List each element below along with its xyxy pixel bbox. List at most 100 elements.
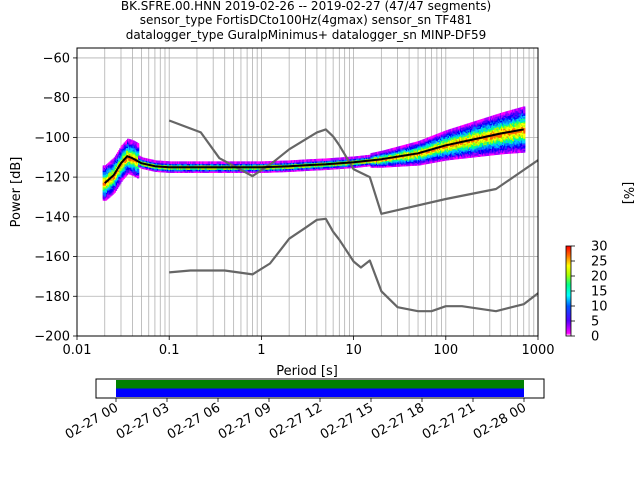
psd-density-cell [478, 140, 482, 144]
psd-density-cell [434, 148, 437, 152]
psd-density-cell [464, 134, 467, 138]
psd-density-cell [304, 165, 307, 169]
psd-density-cell [194, 164, 197, 167]
psd-density-cell [119, 167, 122, 170]
psd-density-cell [166, 162, 170, 166]
psd-density-cell [471, 148, 474, 151]
psd-density-cell [479, 152, 483, 156]
psd-density-cell [431, 141, 434, 144]
psd-density-cell [163, 169, 166, 173]
psd-density-cell [132, 150, 135, 153]
psd-density-cell [134, 169, 137, 172]
psd-density-cell [452, 157, 455, 160]
psd-density-cell [160, 168, 163, 171]
psd-density-cell [120, 165, 123, 169]
psd-density-cell [120, 176, 123, 180]
psd-density-cell [476, 147, 479, 151]
psd-density-cell [389, 152, 392, 156]
psd-density-cell [123, 168, 126, 171]
psd-density-cell [114, 165, 118, 168]
psd-density-cell [504, 120, 507, 124]
psd-density-cell [420, 140, 423, 143]
psd-density-cell [482, 130, 485, 134]
psd-density-cell [172, 162, 175, 166]
psd-density-cell [203, 164, 206, 167]
psd-density-cell [356, 157, 359, 161]
psd-density-cell [484, 132, 487, 136]
psd-density-cell [481, 124, 484, 127]
psd-density-cell [489, 145, 493, 148]
psd-density-cell [502, 122, 505, 126]
psd-density-cell [393, 150, 396, 153]
psd-density-cell [102, 172, 105, 175]
psd-density-cell [206, 170, 209, 173]
psd-density-cell [306, 162, 309, 165]
psd-density-cell [298, 161, 301, 164]
psd-density-cell [394, 151, 397, 155]
psd-density-cell [106, 169, 109, 173]
psd-density-cell [171, 161, 174, 165]
psd-density-cell [456, 126, 459, 130]
psd-density-cell [296, 165, 299, 169]
psd-density-cell [430, 149, 433, 153]
psd-density-cell [473, 147, 476, 151]
psd-density-cell [229, 168, 233, 172]
psd-density-cell [237, 164, 240, 167]
psd-density-cell [507, 149, 510, 153]
psd-density-cell [470, 145, 473, 149]
psd-density-cell [441, 149, 444, 152]
psd-density-cell [380, 159, 383, 163]
psd-density-cell [388, 159, 391, 163]
psd-density-cell [311, 166, 315, 170]
psd-density-cell [278, 169, 281, 173]
psd-density-cell [149, 166, 152, 170]
psd-density-cell [403, 147, 406, 151]
psd-density-cell [221, 168, 224, 172]
psd-density-cell [484, 130, 487, 133]
psd-density-cell [452, 128, 455, 131]
psd-density-cell [158, 162, 161, 165]
psd-density-cell [274, 162, 277, 166]
psd-density-cell [293, 166, 296, 169]
psd-density-cell [502, 121, 505, 125]
psd-density-cell [512, 121, 515, 125]
psd-density-cell [405, 149, 409, 153]
psd-density-cell [118, 177, 121, 180]
psd-density-cell [503, 113, 506, 116]
psd-density-cell [113, 179, 116, 182]
psd-density-cell [150, 165, 153, 168]
psd-density-cell [402, 145, 405, 148]
psd-density-cell [439, 136, 442, 140]
psd-density-cell [214, 170, 217, 173]
psd-density-cell [120, 171, 123, 174]
psd-density-cell [497, 141, 500, 144]
psd-density-cell [481, 148, 484, 152]
psd-density-cell [510, 112, 514, 116]
psd-density-cell [390, 153, 393, 157]
psd-density-cell [510, 116, 514, 120]
psd-density-cell [122, 165, 125, 169]
psd-density-cell [201, 162, 204, 166]
psd-density-cell [275, 168, 278, 171]
psd-density-cell [152, 168, 155, 172]
psd-density-cell [498, 147, 501, 151]
psd-density-cell [499, 113, 503, 116]
psd-density-cell [482, 124, 485, 127]
psd-density-cell [435, 136, 438, 140]
psd-density-cell [207, 168, 211, 172]
psd-density-cell [460, 136, 463, 140]
psd-density-cell [484, 124, 487, 128]
psd-density-cell [466, 143, 469, 147]
psd-density-cell [106, 183, 109, 186]
psd-density-cell [400, 150, 403, 154]
psd-density-cell [472, 149, 475, 152]
psd-density-cell [425, 161, 428, 165]
psd-density-cell [214, 168, 217, 172]
psd-density-cell [379, 151, 382, 154]
psd-density-cell [124, 158, 128, 162]
psd-density-cell [457, 155, 461, 158]
psd-density-cell [485, 131, 488, 134]
psd-density-cell [398, 146, 401, 149]
psd-density-cell [109, 173, 112, 177]
psd-density-cell [478, 123, 482, 127]
